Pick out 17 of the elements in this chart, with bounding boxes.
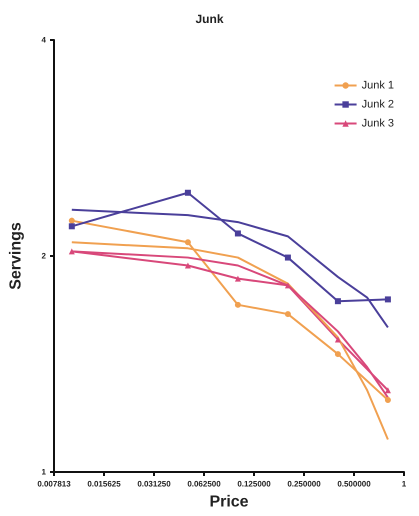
y-tick-label: 4 (42, 36, 47, 44)
legend-label: Junk 2 (362, 98, 394, 110)
y-tick-label: 2 (42, 252, 47, 260)
x-tick-label: 0.007813 (37, 480, 72, 488)
x-tick-label: 0.250000 (287, 480, 322, 488)
x-tick-label: 0.015625 (87, 480, 122, 488)
legend-label: Junk 1 (362, 80, 394, 92)
x-tick-label: 1 (402, 480, 407, 488)
x-tick-label: 0.031250 (137, 480, 172, 488)
x-tick-label: 0.500000 (337, 480, 372, 488)
x-tick-label: 0.125000 (237, 480, 272, 488)
chart-title: Junk (195, 12, 224, 26)
x-axis-title: Price (209, 494, 249, 510)
x-tick-label: 0.062500 (187, 480, 222, 488)
y-tick-label: 1 (42, 468, 47, 476)
legend-label: Junk 3 (362, 118, 394, 130)
y-axis-title: Servings (8, 222, 24, 290)
